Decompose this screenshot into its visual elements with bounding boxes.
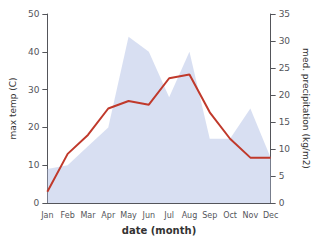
svg-text:Apr: Apr (101, 211, 116, 220)
svg-text:10: 10 (279, 144, 291, 154)
svg-text:Sep: Sep (202, 211, 217, 220)
svg-text:5: 5 (279, 171, 285, 181)
svg-text:Jun: Jun (142, 211, 156, 220)
svg-text:10: 10 (28, 160, 40, 170)
svg-text:Jul: Jul (163, 211, 174, 220)
svg-text:30: 30 (279, 36, 291, 46)
svg-text:20: 20 (28, 122, 40, 132)
svg-text:Feb: Feb (61, 211, 75, 220)
svg-text:max temp (C): max temp (C) (8, 77, 18, 139)
svg-text:0: 0 (34, 198, 40, 208)
svg-text:Nov: Nov (243, 211, 259, 220)
svg-text:Jan: Jan (40, 211, 53, 220)
svg-text:40: 40 (28, 47, 40, 57)
svg-text:25: 25 (279, 63, 290, 73)
svg-text:15: 15 (279, 117, 290, 127)
svg-text:Mar: Mar (80, 211, 96, 220)
svg-text:Dec: Dec (263, 211, 278, 220)
svg-text:Aug: Aug (182, 211, 198, 220)
svg-text:Oct: Oct (223, 211, 237, 220)
svg-text:35: 35 (279, 9, 290, 19)
svg-text:50: 50 (28, 9, 40, 19)
svg-text:0: 0 (279, 198, 285, 208)
svg-text:date (month): date (month) (122, 225, 196, 236)
svg-text:30: 30 (28, 85, 40, 95)
svg-text:May: May (120, 211, 137, 220)
svg-text:med. precipitation (kg/m2): med. precipitation (kg/m2) (301, 48, 311, 169)
svg-text:20: 20 (279, 90, 291, 100)
